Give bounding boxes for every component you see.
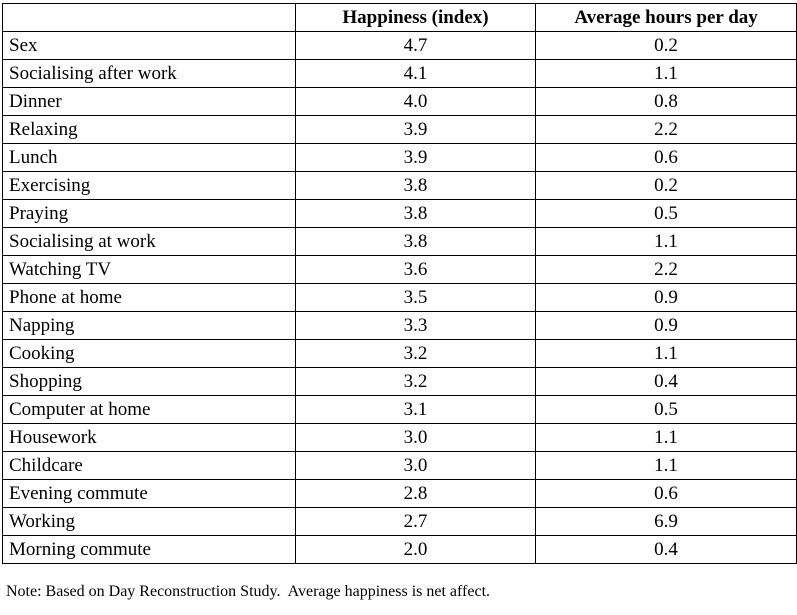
cell-hours: 2.2	[535, 115, 797, 144]
cell-happiness: 3.9	[294, 115, 537, 144]
table-row: Watching TV 3.6 2.2	[2, 255, 797, 284]
cell-hours: 1.1	[535, 339, 797, 368]
cell-activity: Cooking	[2, 339, 296, 368]
cell-activity: Dinner	[2, 87, 296, 116]
cell-happiness: 2.8	[294, 479, 537, 508]
table-row: Childcare 3.0 1.1	[2, 451, 797, 480]
cell-hours: 0.2	[535, 171, 797, 200]
cell-hours: 1.1	[535, 451, 797, 480]
table-row: Praying 3.8 0.5	[2, 199, 797, 228]
cell-hours: 0.2	[535, 31, 797, 60]
header-activity	[2, 3, 296, 32]
cell-happiness: 3.3	[294, 311, 537, 340]
cell-happiness: 3.8	[294, 227, 537, 256]
table-header-row: Happiness (index) Average hours per day	[2, 3, 797, 32]
cell-activity: Morning commute	[2, 535, 296, 564]
cell-activity: Watching TV	[2, 255, 296, 284]
happiness-activities-table: Happiness (index) Average hours per day …	[2, 3, 797, 564]
cell-happiness: 3.2	[294, 367, 537, 396]
table-row: Housework 3.0 1.1	[2, 423, 797, 452]
cell-activity: Socialising at work	[2, 227, 296, 256]
table-row: Morning commute 2.0 0.4	[2, 535, 797, 564]
cell-activity: Napping	[2, 311, 296, 340]
cell-happiness: 4.1	[294, 59, 537, 88]
table-row: Exercising 3.8 0.2	[2, 171, 797, 200]
cell-happiness: 3.1	[294, 395, 537, 424]
table-row: Evening commute 2.8 0.6	[2, 479, 797, 508]
cell-activity: Evening commute	[2, 479, 296, 508]
cell-hours: 1.1	[535, 227, 797, 256]
table-row: Socialising at work 3.8 1.1	[2, 227, 797, 256]
table-row: Working 2.7 6.9	[2, 507, 797, 536]
cell-activity: Working	[2, 507, 296, 536]
cell-hours: 2.2	[535, 255, 797, 284]
cell-activity: Lunch	[2, 143, 296, 172]
cell-happiness: 3.9	[294, 143, 537, 172]
cell-happiness: 3.0	[294, 423, 537, 452]
cell-happiness: 4.7	[294, 31, 537, 60]
cell-hours: 0.6	[535, 479, 797, 508]
cell-hours: 0.9	[535, 283, 797, 312]
table-row: Cooking 3.2 1.1	[2, 339, 797, 368]
table-row: Sex 4.7 0.2	[2, 31, 797, 60]
cell-hours: 1.1	[535, 59, 797, 88]
cell-happiness: 3.8	[294, 171, 537, 200]
table-row: Napping 3.3 0.9	[2, 311, 797, 340]
cell-hours: 0.8	[535, 87, 797, 116]
cell-happiness: 3.6	[294, 255, 537, 284]
cell-hours: 0.5	[535, 199, 797, 228]
cell-activity: Childcare	[2, 451, 296, 480]
cell-activity: Housework	[2, 423, 296, 452]
cell-activity: Shopping	[2, 367, 296, 396]
cell-activity: Exercising	[2, 171, 296, 200]
table-row: Lunch 3.9 0.6	[2, 143, 797, 172]
table-row: Phone at home 3.5 0.9	[2, 283, 797, 312]
cell-happiness: 4.0	[294, 87, 537, 116]
table-row: Relaxing 3.9 2.2	[2, 115, 797, 144]
cell-hours: 6.9	[535, 507, 797, 536]
cell-hours: 0.6	[535, 143, 797, 172]
header-average-hours: Average hours per day	[535, 3, 797, 32]
cell-hours: 0.4	[535, 367, 797, 396]
table-note: Note: Based on Day Reconstruction Study.…	[6, 583, 491, 600]
cell-activity: Socialising after work	[2, 59, 296, 88]
cell-happiness: 2.0	[294, 535, 537, 564]
header-happiness-index: Happiness (index)	[294, 3, 537, 32]
cell-hours: 1.1	[535, 423, 797, 452]
cell-happiness: 3.2	[294, 339, 537, 368]
table-row: Dinner 4.0 0.8	[2, 87, 797, 116]
cell-hours: 0.4	[535, 535, 797, 564]
cell-activity: Computer at home	[2, 395, 296, 424]
cell-activity: Relaxing	[2, 115, 296, 144]
table-row: Socialising after work 4.1 1.1	[2, 59, 797, 88]
table-body: Sex 4.7 0.2 Socialising after work 4.1 1.1 Din…	[2, 31, 797, 564]
cell-activity: Praying	[2, 199, 296, 228]
cell-activity: Phone at home	[2, 283, 296, 312]
cell-hours: 0.5	[535, 395, 797, 424]
cell-happiness: 3.0	[294, 451, 537, 480]
table-row: Computer at home 3.1 0.5	[2, 395, 797, 424]
cell-happiness: 2.7	[294, 507, 537, 536]
cell-happiness: 3.5	[294, 283, 537, 312]
cell-happiness: 3.8	[294, 199, 537, 228]
cell-hours: 0.9	[535, 311, 797, 340]
cell-activity: Sex	[2, 31, 296, 60]
table-row: Shopping 3.2 0.4	[2, 367, 797, 396]
